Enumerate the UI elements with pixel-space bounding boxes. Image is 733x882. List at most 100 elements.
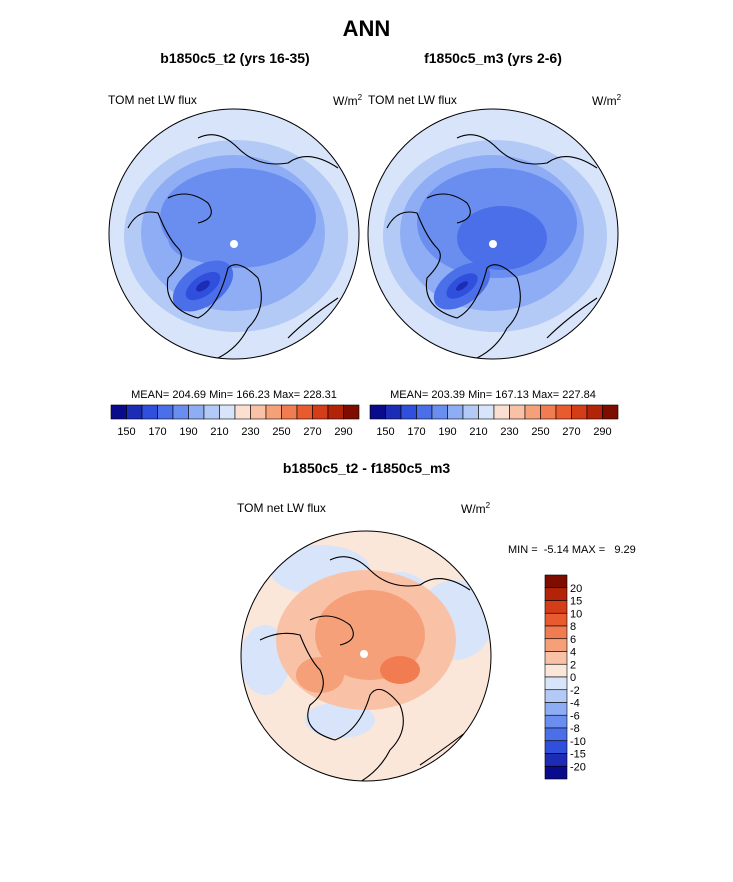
panel1-title: b1850c5_t2 (yrs 16-35) <box>160 50 310 66</box>
panel1-colorbar-tick-label: 250 <box>272 426 290 438</box>
panel2-north-pole-marker <box>489 240 497 248</box>
panel3-colorbar-swatch <box>544 765 568 780</box>
panel3-polar-map <box>240 530 492 782</box>
panel1-colorbar-tick-label: 150 <box>117 426 135 438</box>
panel1-colorbar-swatch <box>126 404 143 420</box>
panel2-colorbar: 150 170 190 210 230 250 270 290 <box>369 404 619 438</box>
panel2-colorbar-swatch <box>555 404 572 420</box>
panel2-colorbar-swatch <box>462 404 479 420</box>
panel1-colorbar-tick-label: 230 <box>241 426 259 438</box>
panel1-colorbar-tick-label: 210 <box>210 426 228 438</box>
panel1-north-pole-marker <box>230 240 238 248</box>
panel3-north-pole-marker <box>360 650 368 658</box>
panel2-colorbar-tick-label: 190 <box>438 426 456 438</box>
panel1-colorbar-swatch <box>172 404 189 420</box>
panel1-variable-label: TOM net LW flux <box>108 93 197 107</box>
panel3-colorbar-swatch <box>544 702 568 716</box>
panel2-colorbar-swatch <box>571 404 588 420</box>
panel3-stats: MIN = -5.14 MAX = 9.29 <box>508 544 636 556</box>
panel3-colorbar-tick-label: -2 <box>570 685 580 697</box>
panel3-colorbar-tick-label: -10 <box>570 736 586 748</box>
panel3-colorbar-swatch <box>544 663 568 678</box>
panel3-colorbar-tick-label: -8 <box>570 723 580 735</box>
panel3-title: b1850c5_t2 - f1850c5_m3 <box>282 460 451 476</box>
panel3-colorbar-swatch <box>544 612 568 627</box>
page-title: ANN <box>342 16 391 41</box>
panel1-colorbar-tick-label: 270 <box>303 426 321 438</box>
panel2-colorbar-tick-label: 250 <box>531 426 549 438</box>
panel2-colorbar-swatch <box>524 404 541 420</box>
panel2-colorbar-tick-label: 270 <box>562 426 580 438</box>
panel3-units: W/m2 <box>461 501 490 516</box>
panel3-colorbar-tick-label: 2 <box>570 659 576 671</box>
panel3-colorbar-tick-label: -4 <box>570 698 580 710</box>
panel3-units-base: W/m <box>461 502 486 516</box>
panel2-colorbar-swatch <box>400 404 417 420</box>
panel1-colorbar-swatch <box>141 404 158 420</box>
panel2-colorbar-swatch <box>447 404 464 420</box>
panel1-polar-map <box>108 108 360 360</box>
panel3-colorbar-swatch <box>544 638 568 652</box>
panel3-colorbar-tick-label: 8 <box>570 621 576 633</box>
panel1-stats: MEAN= 204.69 Min= 166.23 Max= 228.31 <box>131 389 337 401</box>
panel2-title: f1850c5_m3 (yrs 2-6) <box>424 50 562 66</box>
panel3-colorbar-swatch <box>544 587 568 601</box>
panel3-colorbar-tick-label: 10 <box>570 608 582 620</box>
panel2-units: W/m2 <box>592 93 621 108</box>
panel2-variable-label: TOM net LW flux <box>368 93 457 107</box>
panel1-colorbar-tick-label: 290 <box>334 426 352 438</box>
panel2-colorbar-swatch <box>586 404 603 420</box>
panel2-colorbar-swatch <box>493 404 510 420</box>
panel2-colorbar-swatch <box>602 404 619 420</box>
panel3-colorbar-tick-label: 15 <box>570 596 582 608</box>
panel1-colorbar-tick-label: 190 <box>179 426 197 438</box>
panel3-colorbar-tick-label: 0 <box>570 672 576 684</box>
panel2-polar-map <box>367 108 619 360</box>
panel3-colorbar-swatch <box>544 600 568 614</box>
panel3-colorbar-tick-label: 6 <box>570 634 576 646</box>
panel2-colorbar-swatch <box>369 404 386 420</box>
panel3-colorbar-swatch <box>544 753 568 767</box>
panel3-colorbar-swatch <box>544 689 568 703</box>
panel3-colorbar-swatch <box>544 651 568 665</box>
panel2-colorbar-swatch <box>431 404 448 420</box>
panel1-colorbar-swatch <box>203 404 220 420</box>
panel2-units-exp: 2 <box>616 93 622 102</box>
panel3-colorbar-swatch <box>544 740 568 754</box>
panel1-colorbar-swatch <box>281 404 298 420</box>
panel2-colorbar-tick-label: 170 <box>407 426 425 438</box>
panel1-colorbar-swatch <box>327 404 344 420</box>
panel1-colorbar-swatch <box>110 404 127 420</box>
panel1-colorbar-swatch <box>312 404 329 420</box>
panel2-colorbar-tick-label: 210 <box>469 426 487 438</box>
panel2-colorbar-tick-label: 150 <box>376 426 394 438</box>
panel3-colorbar-tick-label: -20 <box>570 761 586 773</box>
panel1-colorbar-swatch <box>219 404 236 420</box>
panel2-units-base: W/m <box>592 94 617 108</box>
panel3-colorbar-tick-label: 4 <box>570 647 576 659</box>
panel1-colorbar-swatch <box>188 404 205 420</box>
panel3-colorbar-swatch <box>544 714 568 729</box>
panel1-colorbar-swatch <box>265 404 282 420</box>
panel3-colorbar-swatch <box>544 625 568 640</box>
panel3-colorbar-swatch <box>544 676 568 691</box>
panel3-colorbar-swatch <box>544 574 568 589</box>
panel2-colorbar-tick-label: 230 <box>500 426 518 438</box>
panel1-units-exp: 2 <box>357 93 363 102</box>
panel1-colorbar-swatch <box>234 404 251 420</box>
panel3-colorbar-tick-label: 20 <box>570 583 582 595</box>
panel3-colorbar-tick-label: -6 <box>570 710 580 722</box>
panel2-colorbar-swatch <box>478 404 495 420</box>
panel2-stats: MEAN= 203.39 Min= 167.13 Max= 227.84 <box>390 389 596 401</box>
panel2-colorbar-tick-label: 290 <box>593 426 611 438</box>
panel1-units-base: W/m <box>333 94 358 108</box>
panel1-colorbar-swatch <box>343 404 360 420</box>
panel2-colorbar-swatch <box>540 404 557 420</box>
panel1-units: W/m2 <box>333 93 362 108</box>
panel2-colorbar-swatch <box>385 404 402 420</box>
panel3-variable-label: TOM net LW flux <box>237 501 326 515</box>
panel1-colorbar-swatch <box>296 404 313 420</box>
panel2-colorbar-swatch <box>509 404 526 420</box>
panel3-colorbar-tick-label: -15 <box>570 749 586 761</box>
